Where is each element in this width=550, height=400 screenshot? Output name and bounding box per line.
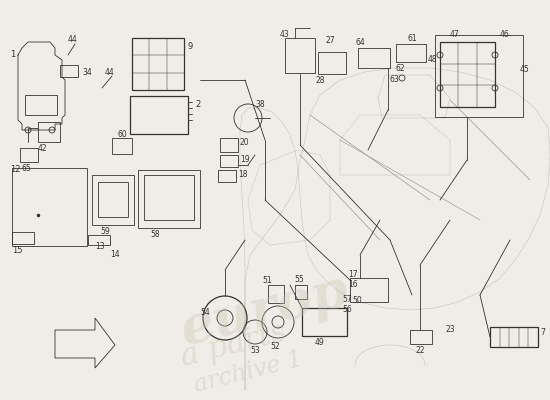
Text: 55: 55	[294, 275, 304, 284]
Text: 13: 13	[95, 242, 104, 251]
Text: 7: 7	[540, 328, 545, 337]
Text: 14: 14	[110, 250, 120, 259]
Text: a parts: a parts	[178, 317, 290, 373]
Text: 16: 16	[348, 280, 358, 289]
Text: 22: 22	[415, 346, 425, 355]
Text: 64: 64	[356, 38, 366, 47]
Text: 44: 44	[68, 35, 78, 44]
Text: 49: 49	[315, 338, 324, 347]
Text: 9: 9	[188, 42, 193, 51]
Bar	[88, 235, 110, 245]
Bar	[318, 52, 346, 74]
Bar	[220, 155, 238, 167]
Text: 60: 60	[118, 130, 128, 139]
Text: 54: 54	[200, 308, 210, 317]
Bar	[396, 44, 426, 62]
Bar	[410, 330, 432, 344]
Bar	[38, 122, 60, 142]
Text: 28: 28	[316, 76, 326, 85]
Text: 12: 12	[10, 165, 20, 174]
Bar	[220, 138, 238, 152]
Text: 53: 53	[250, 346, 260, 355]
Text: 65: 65	[22, 164, 32, 173]
Text: 34: 34	[82, 68, 92, 77]
Text: 18: 18	[238, 170, 248, 179]
Text: 19: 19	[240, 155, 250, 164]
Bar	[132, 38, 184, 90]
Bar	[138, 170, 200, 228]
Text: 59: 59	[100, 227, 110, 236]
Text: 20: 20	[240, 138, 250, 147]
Text: 44: 44	[105, 68, 115, 77]
Bar	[490, 327, 538, 347]
Text: 52: 52	[270, 342, 279, 351]
Text: 48: 48	[428, 55, 438, 64]
Text: 51: 51	[262, 276, 272, 285]
Bar	[285, 38, 315, 73]
Bar	[20, 148, 38, 162]
Text: 46: 46	[500, 30, 510, 39]
Text: 57: 57	[342, 295, 352, 304]
Text: europ: europ	[175, 264, 354, 356]
Bar	[25, 95, 57, 115]
Text: 42: 42	[38, 144, 48, 153]
Text: 63: 63	[390, 75, 400, 84]
Bar	[268, 285, 284, 303]
Text: 45: 45	[520, 65, 530, 74]
Bar	[60, 65, 78, 77]
Bar	[144, 175, 194, 220]
Text: 23: 23	[445, 325, 455, 334]
Text: 43: 43	[280, 30, 290, 39]
Text: 15: 15	[12, 246, 23, 255]
Text: 56: 56	[342, 305, 352, 314]
Text: 61: 61	[408, 34, 417, 43]
Text: archive 1: archive 1	[192, 347, 305, 397]
Bar	[435, 35, 523, 117]
Bar	[358, 48, 390, 68]
Bar	[440, 42, 495, 107]
Bar	[130, 96, 188, 134]
Text: 38: 38	[255, 100, 265, 109]
Text: 17: 17	[348, 270, 358, 279]
Text: 2: 2	[195, 100, 200, 109]
Text: 58: 58	[150, 230, 159, 239]
Bar	[12, 168, 87, 246]
Bar	[98, 182, 128, 217]
Text: 62: 62	[395, 64, 405, 73]
Bar	[112, 138, 132, 154]
Bar	[350, 278, 388, 302]
Text: 1: 1	[10, 50, 15, 59]
Bar	[92, 175, 134, 225]
Bar	[12, 232, 34, 244]
Text: 50: 50	[352, 296, 362, 305]
Text: 47: 47	[450, 30, 460, 39]
Text: 27: 27	[325, 36, 334, 45]
Bar	[218, 170, 236, 182]
Bar	[295, 285, 307, 299]
Bar	[302, 308, 347, 336]
